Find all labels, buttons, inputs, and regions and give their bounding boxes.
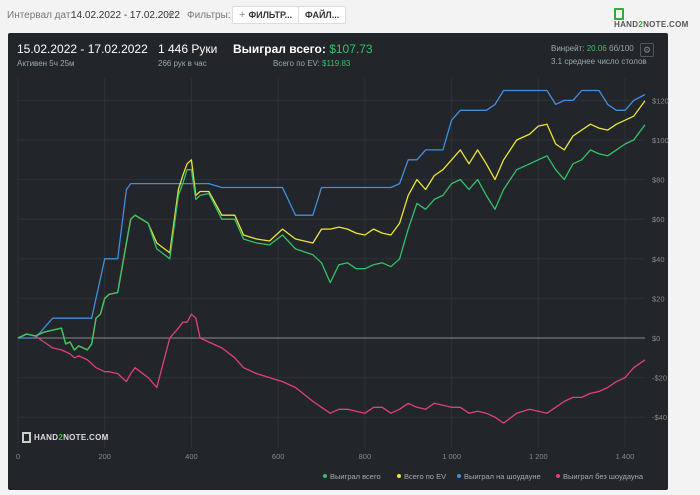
y-tick-label: $0 (652, 334, 660, 343)
file-button-label: ФАЙЛ... (305, 10, 340, 20)
header-won-total: Выиграл всего: $107.73 (233, 42, 373, 56)
logo-text-b: 2 (638, 20, 644, 29)
header-avg-tables: 3.1 среднее число столов (551, 57, 647, 66)
logo-text-a: HAND (614, 20, 639, 29)
y-tick-label: $80 (652, 176, 665, 185)
filter-button-label: ФИЛЬТР... (248, 10, 293, 20)
x-tick-label: 600 (272, 452, 285, 461)
logo-text-c: NOTE.COM (643, 20, 689, 29)
won-total-value: $107.73 (329, 42, 373, 56)
x-tick-label: 800 (359, 452, 372, 461)
winrate-value: 20.06 (586, 44, 607, 53)
ev-value: $119.83 (322, 59, 351, 68)
x-tick-label: 1 200 (529, 452, 548, 461)
header-hands: 1 446 Руки (158, 42, 218, 56)
watermark-b: 2 (58, 433, 64, 442)
legend-item[interactable]: Выиграл всего (323, 472, 381, 481)
y-tick-label: $60 (652, 215, 665, 224)
interval-value[interactable]: 14.02.2022 - 17.02.2022 (71, 10, 180, 21)
watermark: HAND2NOTE.COM (22, 432, 109, 443)
legend-dot-icon (556, 474, 560, 478)
gear-icon[interactable]: ⚙ (640, 43, 654, 57)
y-tick-label: $100 (652, 136, 669, 145)
header-winrate: Винрейт: 20.06 бб/100 (551, 44, 634, 53)
y-tick-label: -$20 (652, 374, 667, 383)
y-tick-label: -$40 (652, 413, 667, 422)
filter-button[interactable]: + ФИЛЬТР... (232, 6, 300, 24)
filters-label: Фильтры: (187, 10, 231, 21)
y-tick-label: $120 (652, 96, 669, 105)
watermark-icon (22, 432, 31, 443)
series-line (18, 89, 646, 339)
x-tick-label: 0 (16, 452, 20, 461)
ev-label: Всего по EV: (273, 59, 320, 68)
interval-label: Интервал дат: (7, 10, 74, 21)
x-tick-label: 1 000 (442, 452, 461, 461)
y-tick-label: $40 (652, 255, 665, 264)
legend-dot-icon (457, 474, 461, 478)
won-total-label: Выиграл всего: (233, 42, 326, 56)
header-hands-per-hour: 266 рук в час (158, 59, 207, 68)
watermark-c: NOTE.COM (63, 433, 109, 442)
legend-label: Выиграл на шоудауне (464, 472, 541, 481)
series-line (17, 313, 646, 424)
series-line (17, 124, 646, 351)
legend-item[interactable]: Выиграл без шоудауна (556, 472, 643, 481)
y-tick-label: $20 (652, 294, 665, 303)
x-tick-label: 400 (185, 452, 198, 461)
toolbar: Интервал дат: 14.02.2022 - 17.02.2022 Фи… (0, 0, 700, 32)
plus-icon: + (239, 9, 246, 21)
legend-label: Выиграл без шоудауна (563, 472, 643, 481)
logo-icon (614, 8, 624, 20)
chevron-down-icon[interactable] (167, 13, 175, 17)
winrate-label: Винрейт: (551, 44, 585, 53)
x-tick-label: 1 400 (616, 452, 635, 461)
header-dates: 15.02.2022 - 17.02.2022 (17, 42, 148, 56)
legend-dot-icon (323, 474, 327, 478)
series-line (17, 100, 646, 351)
logo: HAND2NOTE.COM (614, 8, 700, 29)
graph-panel (8, 33, 668, 490)
header-active: Активен 5ч 25м (17, 59, 75, 68)
winrate-suffix: бб/100 (608, 44, 634, 53)
legend-label: Всего по EV (404, 472, 447, 481)
header-ev: Всего по EV: $119.83 (273, 59, 350, 68)
legend-item[interactable]: Выиграл на шоудауне (457, 472, 541, 481)
watermark-a: HAND (34, 433, 59, 442)
file-button[interactable]: ФАЙЛ... (298, 6, 347, 24)
legend-item[interactable]: Всего по EV (397, 472, 446, 481)
legend-label: Выиграл всего (330, 472, 381, 481)
x-tick-label: 200 (98, 452, 111, 461)
legend-dot-icon (397, 474, 401, 478)
